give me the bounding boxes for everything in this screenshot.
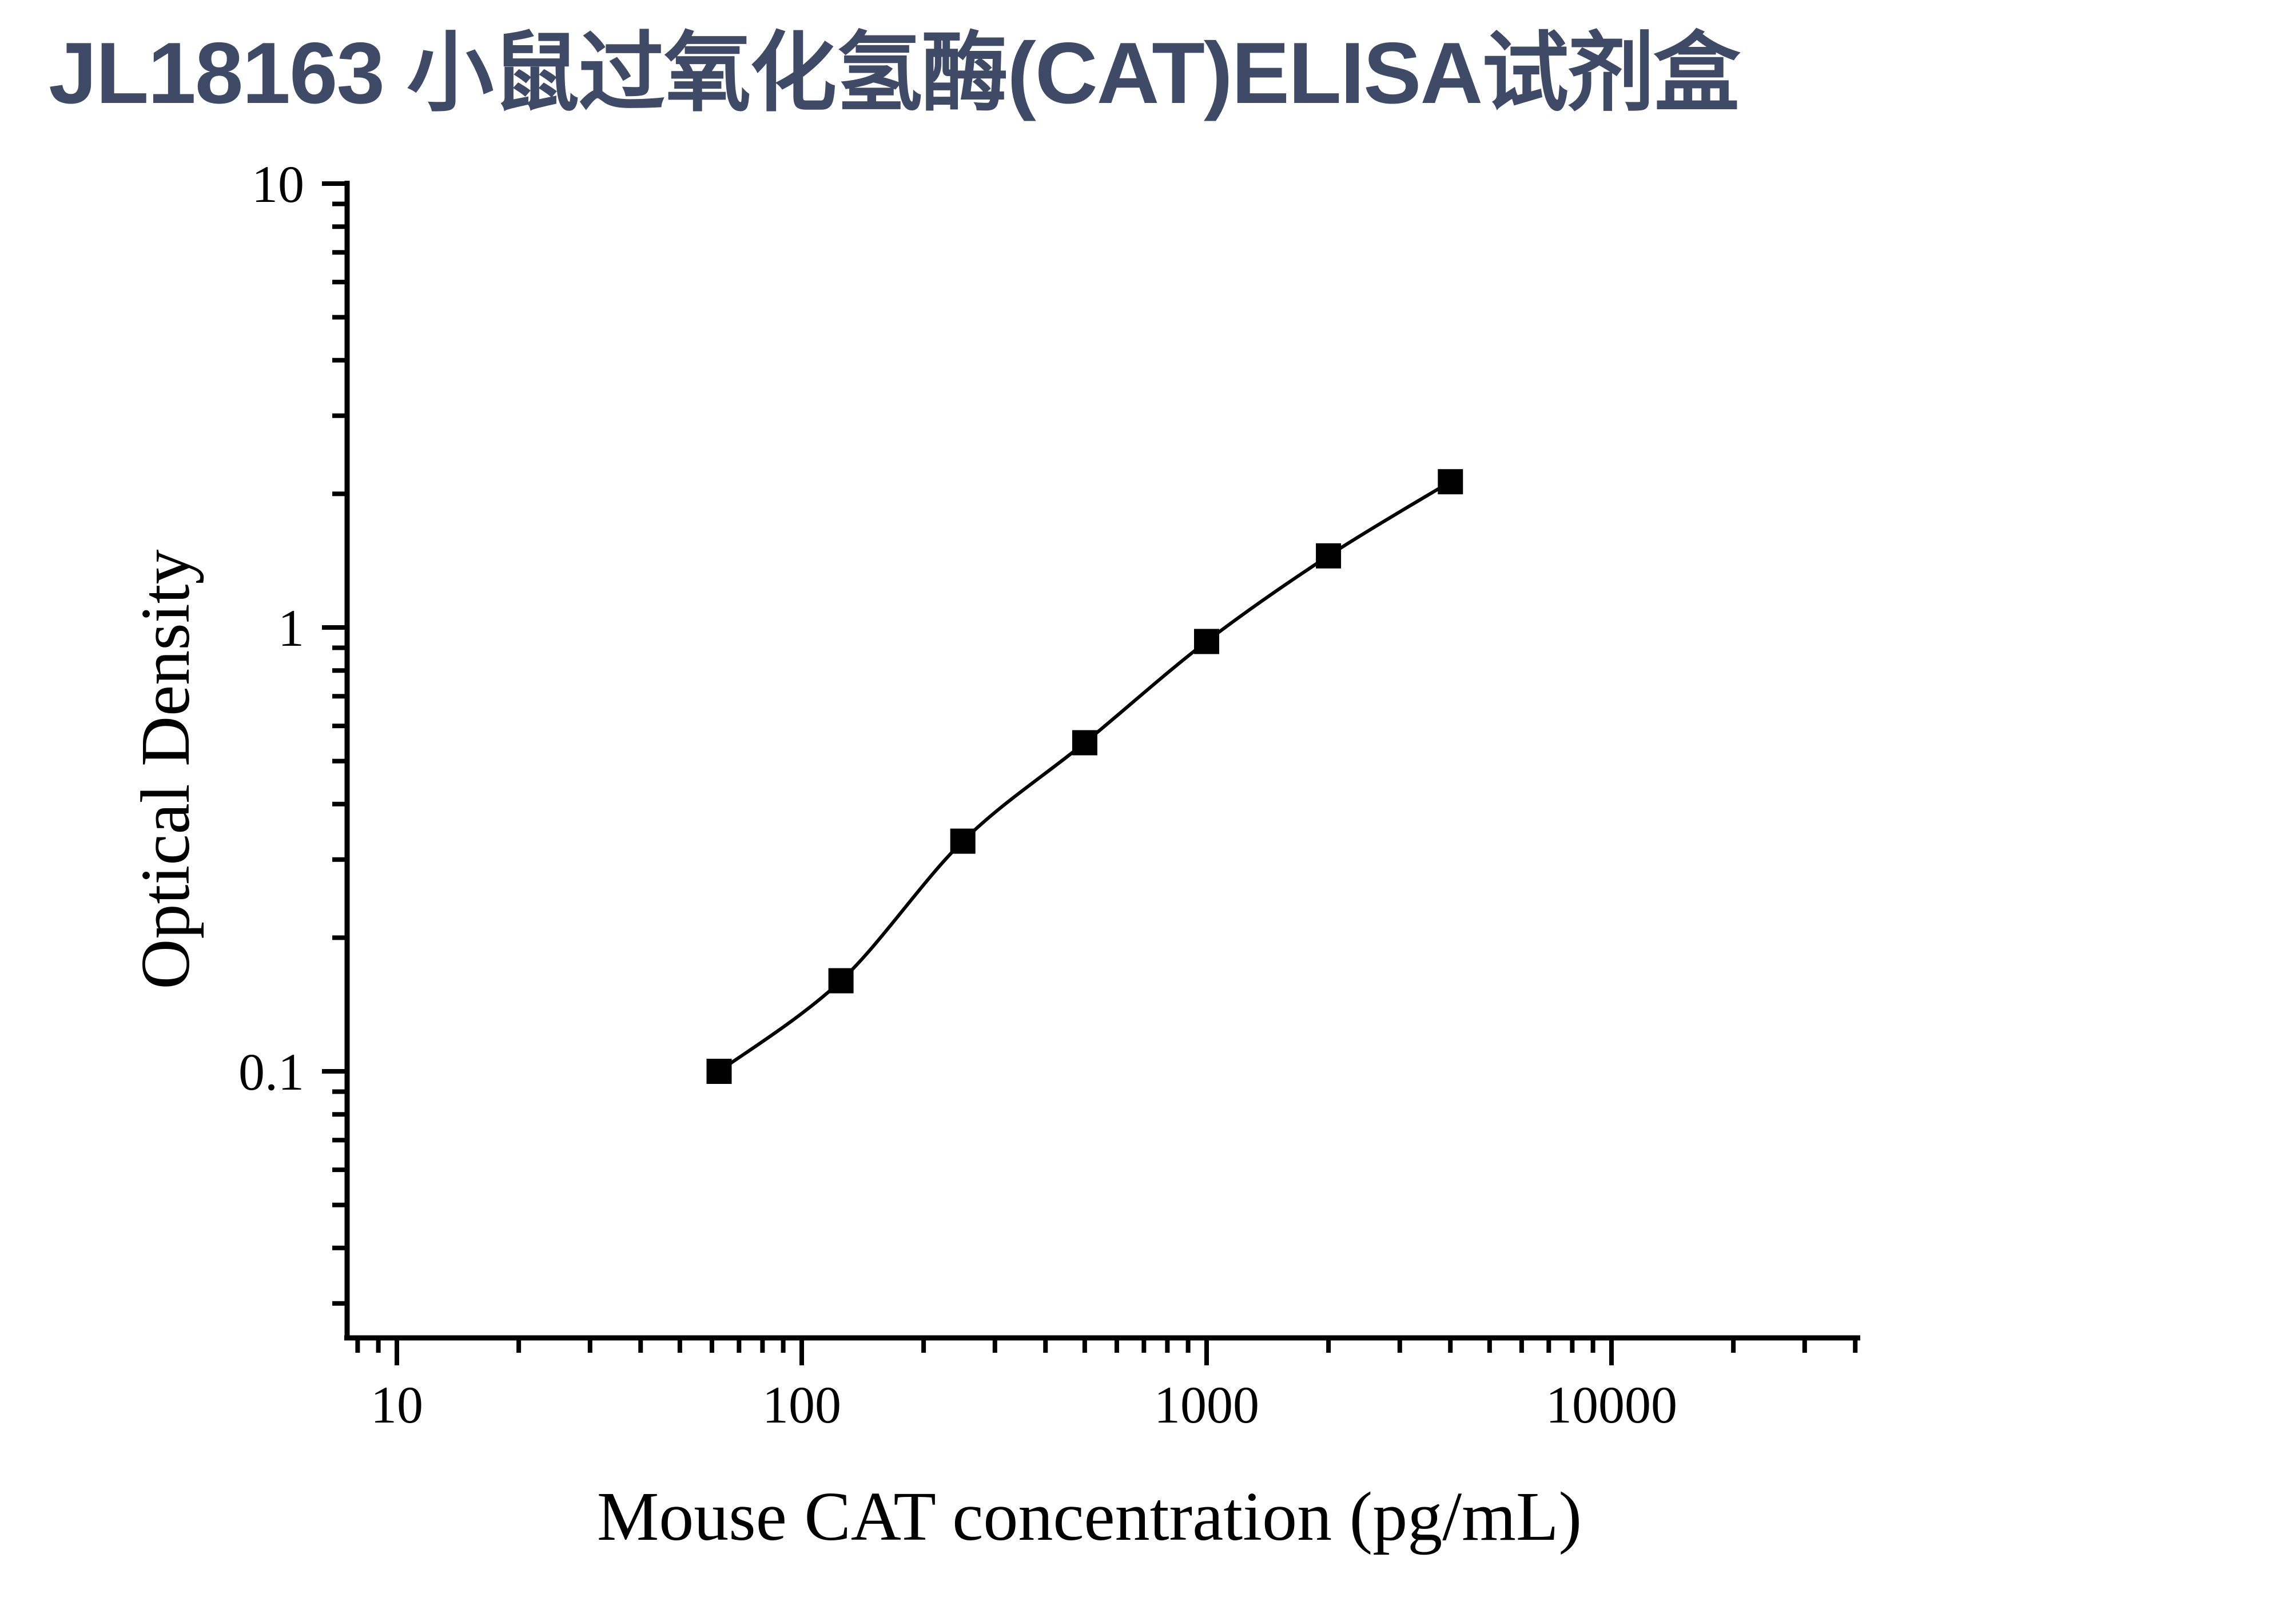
page-title: JL18163 小鼠过氧化氢酶(CAT)ELISA试剂盒 xyxy=(49,25,1741,122)
data-point-marker xyxy=(706,1059,732,1084)
x-axis-tick-labels: 10 100 1000 10000 xyxy=(371,1376,1677,1434)
y-axis-label: Optical Density xyxy=(127,549,204,989)
x-tick-label: 100 xyxy=(762,1376,841,1434)
data-point-marker xyxy=(1316,543,1342,569)
y-tick-label: 0.1 xyxy=(238,1043,304,1101)
x-axis-label: Mouse CAT concentration (pg/mL) xyxy=(597,1478,1582,1555)
x-tick-label: 10000 xyxy=(1546,1376,1677,1434)
x-axis-ticks xyxy=(355,1338,1858,1365)
data-point-marker xyxy=(1194,629,1219,654)
y-tick-label: 1 xyxy=(278,599,304,657)
data-point-marker xyxy=(828,968,854,994)
data-point-marker xyxy=(1072,730,1097,756)
y-axis-tick-labels: 10 1 0.1 xyxy=(238,155,304,1101)
y-tick-label: 10 xyxy=(252,155,304,213)
data-point-markers xyxy=(706,469,1463,1084)
x-tick-label: 10 xyxy=(371,1376,423,1434)
data-point-marker xyxy=(1438,469,1463,495)
plot-area: 10 100 1000 10000 10 1 0.1 Mouse CAT concentr… xyxy=(127,155,1860,1555)
x-tick-label: 1000 xyxy=(1154,1376,1259,1434)
y-axis-ticks xyxy=(322,181,347,1306)
data-point-marker xyxy=(950,828,976,854)
